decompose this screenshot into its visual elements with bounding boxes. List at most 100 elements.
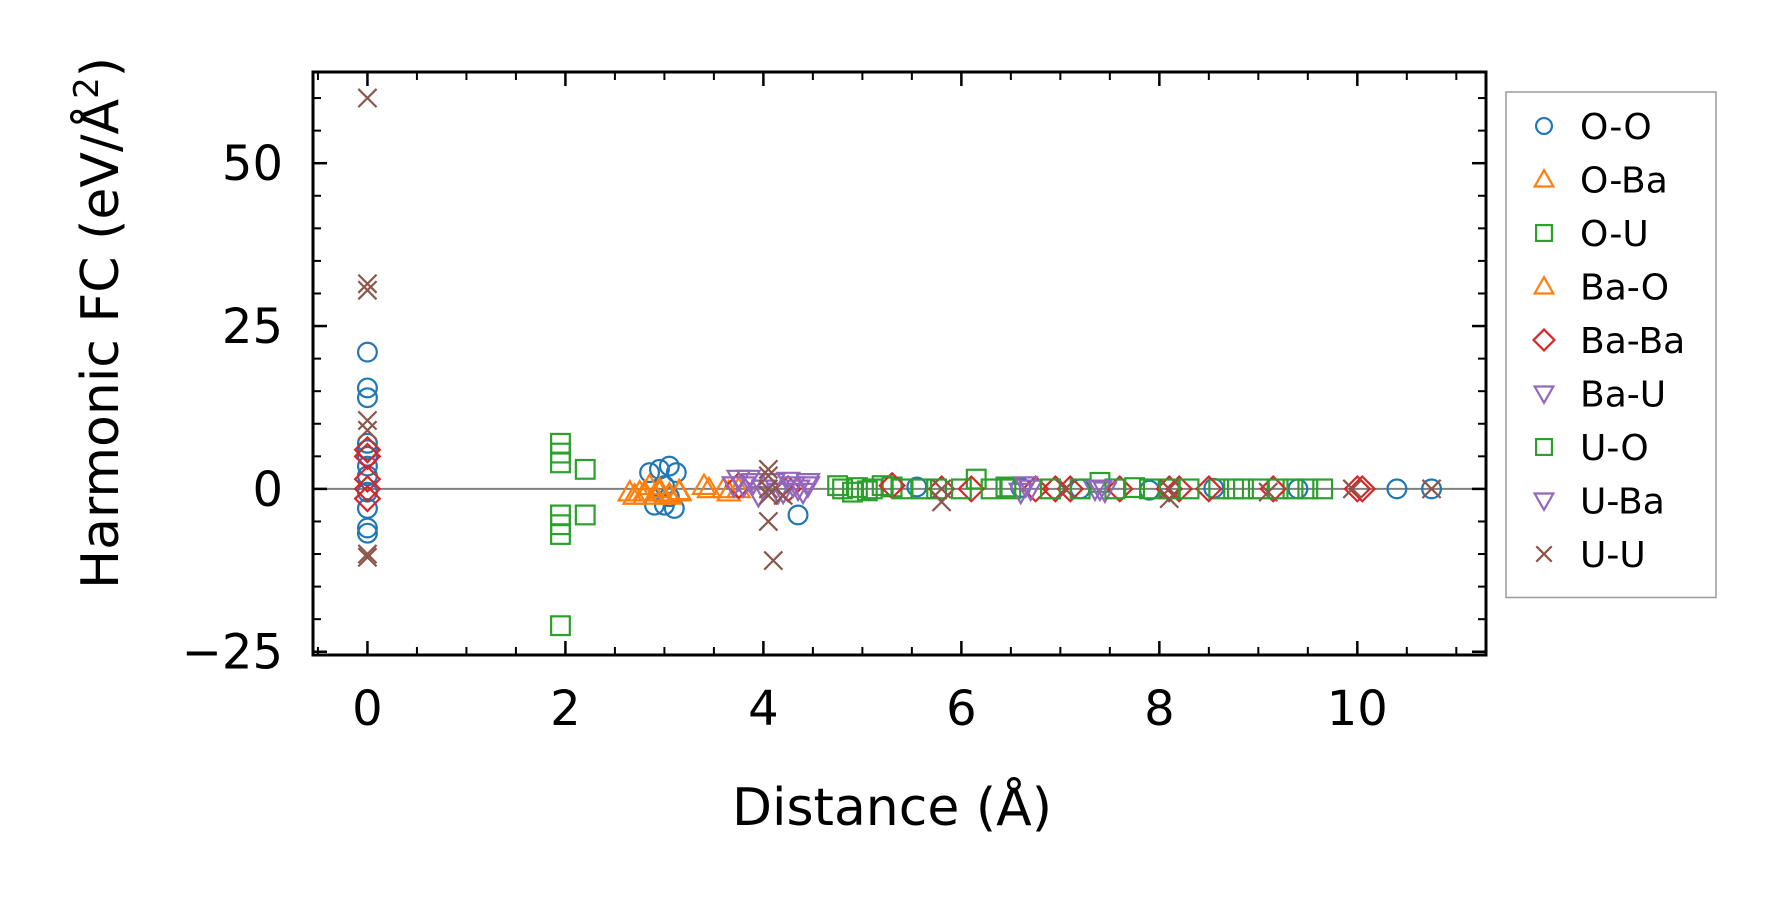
data-point-o-o [658,455,680,477]
legend-item-o-u: O-U [1534,214,1649,255]
legend-label: O-O [1580,107,1652,148]
x-axis-label: Distance (Å) [732,776,1052,838]
series-u-u [357,88,1442,571]
data-point-u-o [1069,478,1091,500]
data-point-ba-u [794,476,821,499]
y-axis-label: Harmonic FC (eV/Å2) [67,57,131,589]
data-point-u-u [758,459,779,480]
data-point-u-ba [1087,479,1113,503]
x-tick-label: 0 [352,681,383,737]
data-point-u-u [758,511,779,532]
data-point-u-u [763,550,784,571]
data-point-o-ba [715,478,742,502]
data-point-ba-o [666,477,693,501]
legend-item-ba-o: Ba-O [1532,268,1669,309]
legend-marker-ba-ba [1531,327,1557,353]
legend-marker-o-ba [1532,167,1556,188]
legend-label: Ba-O [1580,268,1669,309]
data-point-o-o [787,504,809,526]
data-point-u-u [1159,488,1180,509]
y-tick-label: 50 [222,136,283,192]
x-tick-label: 10 [1327,681,1388,737]
data-point-o-o [356,377,378,399]
data-point-ba-ba [1165,474,1194,503]
data-point-o-u [550,452,571,474]
data-point-u-u [357,273,378,294]
data-point-u-u [1421,479,1442,499]
legend-marker-u-ba [1532,492,1556,513]
x-tick-label: 8 [1144,681,1175,737]
series-ba-o [616,472,737,505]
legend-item-o-ba: O-Ba [1532,161,1668,202]
data-point-ba-ba [353,465,382,494]
data-point-o-o [1386,478,1408,500]
legend-label: Ba-Ba [1580,321,1685,362]
y-axis-label-tail: ) [71,57,131,77]
legend-item-o-o: O-O [1534,107,1652,148]
legend: O-O O-Ba O-U Ba-O Ba-Ba Ba-U U-O U-Ba U-U [1505,91,1717,599]
data-point-u-o [1297,478,1319,500]
legend-label: U-U [1580,535,1646,576]
data-point-u-u [931,479,952,499]
legend-label: O-U [1580,214,1649,255]
x-tick-label: 2 [550,681,581,737]
data-point-ba-ba [353,442,382,471]
legend-marker-o-u [1534,223,1554,243]
legend-label: U-Ba [1580,482,1665,523]
data-point-o-o [639,462,661,484]
data-point-ba-ba [353,435,382,464]
legend-item-u-o: U-O [1534,428,1649,469]
legend-marker-ba-u [1532,385,1556,406]
data-point-u-u [1055,479,1076,499]
legend-marker-u-u [1535,545,1553,563]
data-point-o-u [1208,478,1230,500]
data-point-ba-o [646,475,673,499]
legend-item-u-u: U-U [1535,535,1646,576]
legend-marker-u-o [1534,437,1554,457]
legend-item-u-ba: U-Ba [1532,482,1665,523]
data-point-u-u [357,544,378,564]
data-point-ba-ba [353,474,382,503]
data-point-u-o [832,478,854,500]
data-point-u-u [357,280,378,301]
legend-marker-ba-o [1532,274,1556,295]
plot-frame [311,70,1488,657]
data-point-ba-ba [1348,474,1377,503]
data-point-o-o [356,522,378,544]
data-point-u-u [1342,479,1363,499]
data-point-ba-o [616,478,643,502]
data-point-u-ba [1012,476,1039,499]
data-point-o-o [356,439,378,461]
legend-label: Ba-U [1580,375,1666,416]
data-point-u-o [1124,477,1146,499]
data-point-o-o [1421,478,1443,500]
data-point-o-u [550,524,571,545]
y-tick-label: 25 [222,299,283,355]
y-axis: −25 0 25 50 [182,97,1486,681]
data-point-u-o [911,478,933,500]
data-point-o-o [665,462,687,484]
legend-item-ba-ba: Ba-Ba [1531,321,1685,362]
data-point-u-u [357,547,378,568]
data-point-ba-ba [1155,474,1184,503]
series-u-o [832,475,1319,502]
data-point-o-o [356,517,378,539]
data-point-u-u [758,485,779,506]
data-point-u-u [1159,479,1180,499]
y-tick-label: −25 [182,625,283,681]
data-point-ba-ba [353,484,382,513]
data-point-ba-u [1017,479,1044,503]
legend-item-ba-u: Ba-U [1532,375,1666,416]
data-point-o-o [356,387,378,409]
data-point-o-ba [696,475,722,499]
data-point-ba-ba [957,474,986,503]
plot-area [313,88,1486,637]
data-point-ba-ba [1041,474,1070,503]
x-tick-label: 6 [946,681,977,737]
data-point-u-o [1223,478,1245,500]
data-point-u-o [980,478,1002,500]
data-point-ba-o [631,478,658,502]
data-point-u-u [357,420,378,441]
data-point-u-o [1039,478,1061,500]
data-point-ba-o [691,472,717,496]
